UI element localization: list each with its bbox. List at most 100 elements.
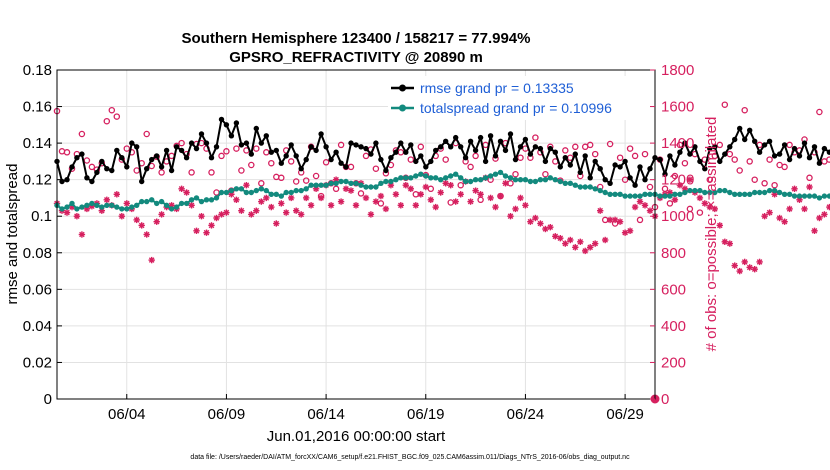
possible-obs-point <box>572 143 579 151</box>
rmse-point <box>752 138 758 144</box>
assimilated-obs-point <box>616 218 624 225</box>
assimilated-obs-point <box>507 212 514 220</box>
rmse-point <box>99 158 105 165</box>
possible-obs-point <box>397 149 405 156</box>
assimilated-obs-point <box>741 258 748 266</box>
assimilated-obs-point <box>372 198 380 205</box>
x-tick-label: 06/24 <box>507 406 545 423</box>
totalspread-point <box>682 189 688 196</box>
totalspread-point <box>662 193 668 199</box>
assimilated-obs-point <box>377 192 385 200</box>
totalspread-point <box>522 177 529 183</box>
y-left-tick-label: 0.12 <box>23 172 52 189</box>
possible-obs-point <box>253 145 260 152</box>
totalspread-point <box>233 186 240 192</box>
possible-obs-point <box>532 134 539 141</box>
rmse-point <box>642 177 648 183</box>
totalspread-point <box>428 175 434 181</box>
totalspread-point <box>203 197 210 203</box>
totalspread-point <box>657 193 663 199</box>
rmse-point <box>228 133 235 139</box>
rmse-point <box>438 144 444 150</box>
totalspread-point <box>677 191 683 197</box>
assimilated-obs-point <box>587 244 594 251</box>
y-right-tick-label: 1000 <box>661 208 694 225</box>
assimilated-obs-point <box>178 185 185 193</box>
rmse-point <box>527 151 534 157</box>
totalspread-point <box>144 198 150 205</box>
rmse-point <box>173 144 180 150</box>
assimilated-obs-point <box>148 256 155 264</box>
possible-obs-point <box>312 172 320 180</box>
possible-obs-point <box>362 152 370 160</box>
rmse-point <box>632 182 638 188</box>
totalspread-point <box>173 204 180 210</box>
rmse-point <box>203 140 210 146</box>
assimilated-obs-point <box>746 264 753 271</box>
totalspread-point <box>79 204 85 210</box>
possible-obs-point <box>188 169 195 176</box>
totalspread-point <box>308 182 314 188</box>
totalspread-point <box>343 178 349 185</box>
assimilated-obs-point <box>557 234 564 242</box>
rmse-point <box>766 138 773 144</box>
assimilated-obs-point <box>801 205 808 213</box>
assimilated-obs-point <box>223 209 230 216</box>
possible-obs-point <box>337 141 345 149</box>
totalspread-point <box>268 191 274 197</box>
x-tick-label: 06/14 <box>307 406 345 423</box>
rmse-point <box>557 164 563 170</box>
rmse-point <box>607 180 613 186</box>
rmse-point <box>378 156 384 163</box>
totalspread-point <box>562 180 568 186</box>
rmse-point <box>163 147 170 154</box>
totalspread-point <box>472 177 479 183</box>
rmse-point <box>492 153 499 159</box>
totalspread-point <box>154 200 160 207</box>
totalspread-point <box>771 187 778 194</box>
totalspread-point <box>776 189 783 196</box>
rmse-point <box>288 142 294 148</box>
y-left-tick-label: 0.08 <box>23 245 52 262</box>
totalspread-point <box>547 175 553 181</box>
possible-obs-point <box>826 156 830 163</box>
assimilated-obs-point <box>467 198 474 205</box>
assimilated-obs-point <box>472 187 479 194</box>
x-axis-label: Jun.01,2016 00:00:00 start <box>267 428 446 445</box>
totalspread-point <box>273 191 279 197</box>
assimilated-obs-point <box>716 222 723 229</box>
rmse-point <box>114 147 120 154</box>
rmse-point <box>637 164 643 170</box>
totalspread-point <box>612 191 618 197</box>
totalspread-point <box>747 191 753 197</box>
possible-obs-point <box>213 189 220 196</box>
totalspread-point <box>786 191 793 197</box>
possible-obs-point <box>472 152 479 160</box>
rmse-point <box>218 116 225 123</box>
assimilated-obs-point <box>327 202 335 209</box>
y-left-tick-label: 0 <box>44 391 52 408</box>
totalspread-point <box>443 175 449 181</box>
totalspread-point <box>223 189 230 196</box>
rmse-point <box>647 166 653 172</box>
assimilated-obs-point <box>517 194 524 202</box>
assimilated-obs-point <box>158 211 165 218</box>
rmse-point <box>94 169 100 176</box>
totalspread-point <box>602 189 608 196</box>
possible-obs-point <box>686 205 694 213</box>
totalspread-point <box>572 182 578 188</box>
rmse-point <box>737 125 743 132</box>
possible-obs-point <box>751 176 758 183</box>
rmse-point <box>796 153 803 159</box>
possible-obs-point <box>88 163 96 171</box>
rmse-point <box>771 153 778 159</box>
assimilated-obs-point <box>532 214 539 222</box>
assimilated-obs-point <box>552 233 559 240</box>
possible-obs-point <box>248 161 255 169</box>
possible-obs-point <box>302 177 310 184</box>
possible-obs-point <box>517 154 524 161</box>
totalspread-point <box>258 186 264 192</box>
totalspread-point <box>403 175 409 181</box>
totalspread-point <box>462 178 469 185</box>
y-right-tick-label: 1200 <box>661 172 694 189</box>
